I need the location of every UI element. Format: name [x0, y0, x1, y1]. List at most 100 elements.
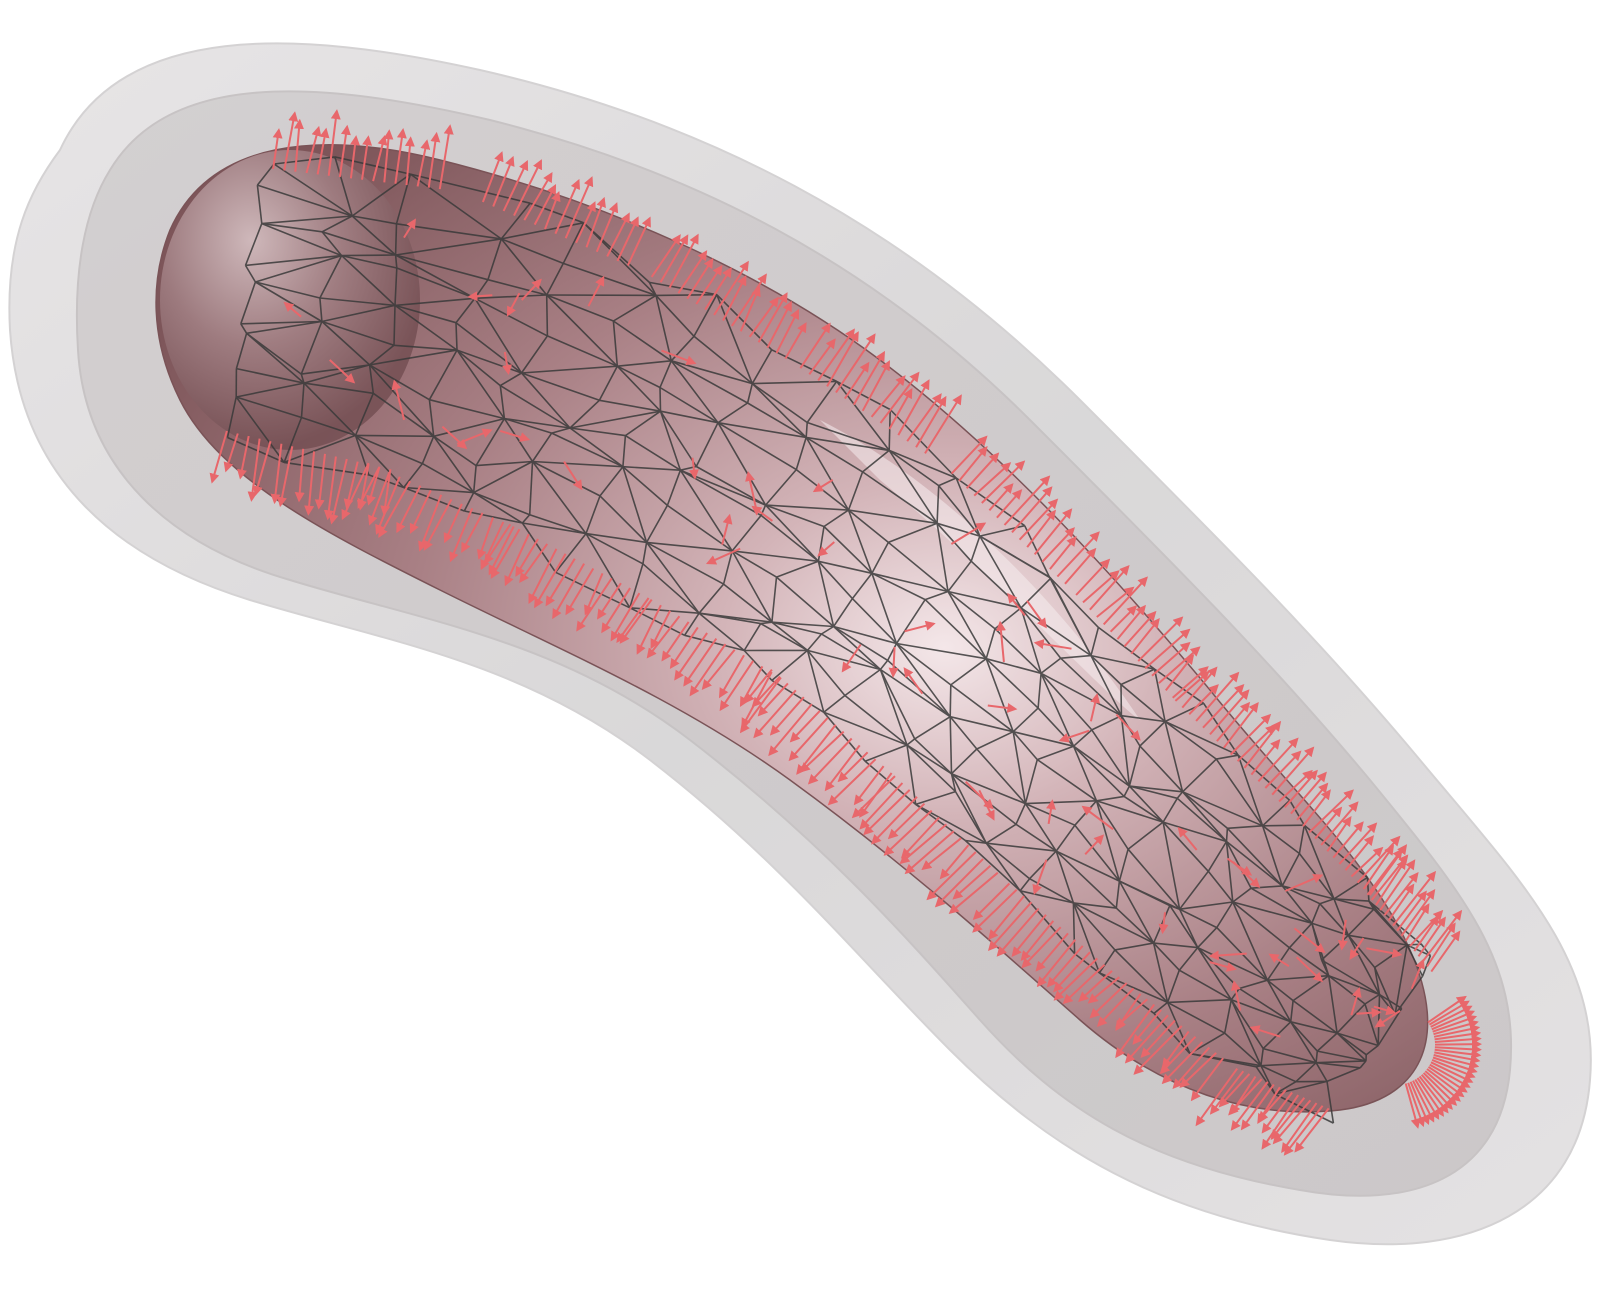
mesh-edge [659, 386, 719, 424]
mesh-edge [836, 380, 890, 451]
mesh-edge [474, 297, 523, 374]
normal-arrow [1293, 927, 1326, 954]
mesh-edge [351, 215, 397, 256]
mesh-edge [1098, 949, 1116, 974]
mesh-edge [936, 485, 940, 524]
mesh-edge [732, 550, 819, 563]
mesh-edge [433, 435, 475, 494]
normal-arrow [1053, 957, 1098, 1001]
normal-arrow [484, 523, 512, 565]
normal-arrow [1177, 826, 1198, 851]
mesh-edge [906, 744, 917, 805]
normal-arrow [438, 124, 454, 190]
normal-arrow [1046, 945, 1084, 988]
mesh-edge [1216, 754, 1239, 760]
mesh-edge [616, 365, 662, 412]
mesh-edge [428, 399, 435, 437]
normal-arrow [906, 393, 942, 442]
mesh-edge [1153, 1001, 1169, 1015]
mesh-edge [1167, 998, 1232, 1004]
normal-arrow [1089, 693, 1101, 722]
mesh-edge [428, 349, 458, 401]
mesh-edge [1024, 759, 1039, 804]
mesh-edge [501, 238, 564, 265]
mesh-edge [321, 320, 371, 366]
normal-arrow [1226, 857, 1253, 876]
mesh-edge [888, 522, 938, 544]
mesh-edge [319, 255, 343, 299]
mesh-edge [532, 460, 601, 497]
mesh-edge [624, 410, 661, 437]
mesh-edge [394, 304, 458, 351]
normal-arrow [1018, 498, 1059, 541]
mesh-edge [532, 460, 623, 468]
mesh-edge [622, 466, 648, 543]
mesh-edge [341, 254, 397, 269]
mesh-edge [1311, 922, 1349, 937]
mesh-edge [1321, 959, 1380, 996]
normal-arrow [995, 620, 1006, 663]
mesh-edge [950, 715, 1014, 733]
mesh-edge [464, 510, 523, 524]
mesh-edge [1216, 901, 1234, 929]
mesh-edge [805, 436, 864, 473]
mesh-edge [1020, 607, 1092, 657]
mesh-edge [255, 281, 321, 299]
normal-arrow [1046, 799, 1056, 825]
normal-arrow [1036, 939, 1077, 988]
normal-arrow [973, 462, 1012, 497]
mesh-edge [655, 293, 717, 297]
mesh-edge [1333, 876, 1368, 900]
mesh-edge [1169, 904, 1180, 910]
normal-arrow [731, 273, 767, 327]
mesh-edge [612, 320, 672, 362]
mesh-edge [1366, 877, 1370, 902]
mesh-edge [545, 294, 549, 336]
normal-arrow [924, 394, 962, 454]
mesh-edge [947, 560, 972, 592]
normal-arrow [904, 620, 936, 633]
mesh-edge [805, 422, 808, 438]
mesh-edge [1050, 577, 1092, 656]
normal-arrow [972, 888, 1018, 933]
mesh-edge [844, 694, 908, 746]
normal-arrow [1053, 951, 1091, 993]
mesh-edge [321, 304, 396, 323]
mesh-edge [950, 773, 988, 844]
normal-arrow [1428, 1000, 1470, 1026]
normal-arrow [1284, 769, 1318, 808]
normal-arrow [467, 291, 493, 302]
mesh-edge [1073, 745, 1125, 797]
mesh-edge [1095, 800, 1121, 882]
mesh-edge [776, 560, 819, 578]
normal-arrow [769, 696, 805, 736]
normal-arrow [534, 553, 567, 609]
normal-arrow [1433, 1024, 1481, 1038]
mesh-edge [1261, 825, 1284, 887]
mesh-edge [823, 711, 866, 762]
normal-arrow [294, 118, 304, 172]
normal-arrow [870, 375, 906, 418]
mesh-edge [833, 625, 889, 662]
mesh-edge [970, 535, 981, 562]
normal-arrow [768, 703, 813, 757]
mesh-edge [1333, 898, 1375, 910]
normal-arrow [784, 322, 807, 360]
normal-arrow [1026, 509, 1057, 548]
mesh-edge [1226, 827, 1283, 887]
normal-arrow [1188, 684, 1219, 716]
mesh-edge [235, 396, 302, 419]
mesh-edge [551, 427, 571, 434]
mesh-edge [501, 222, 584, 240]
mesh-edge [1207, 870, 1234, 903]
mesh-edge [528, 461, 534, 515]
normal-arrow [757, 292, 788, 343]
normal-arrow [1011, 914, 1047, 958]
mesh-edge [429, 398, 505, 420]
mesh-edge [1289, 1000, 1294, 1022]
normal-arrow [1404, 903, 1430, 942]
normal-arrow [921, 837, 962, 871]
mesh-edge [775, 576, 835, 628]
normal-arrow [964, 780, 994, 810]
mesh-edge [717, 422, 797, 471]
